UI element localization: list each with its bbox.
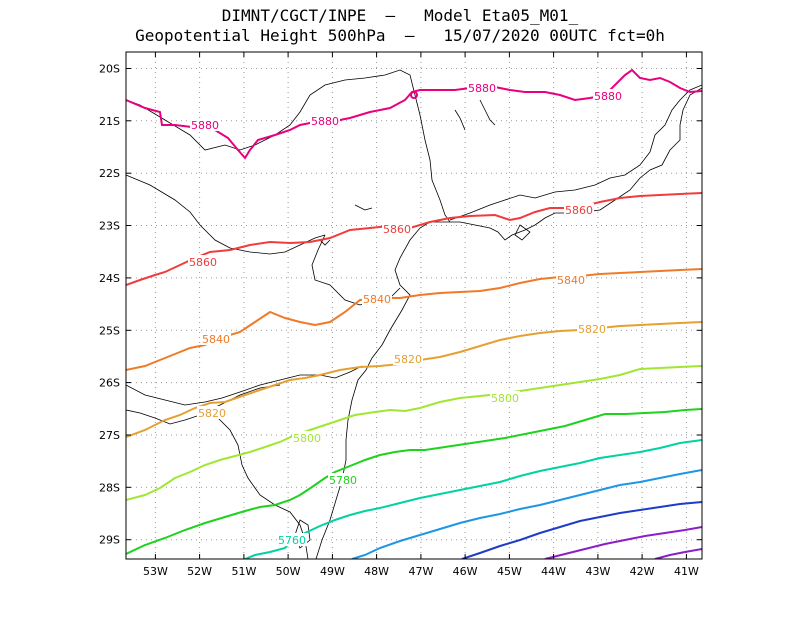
label-5840-b: 5840 [363, 293, 391, 306]
label-5780-a: 5780 [329, 474, 357, 487]
lat-label: 25S [99, 324, 120, 337]
coastline [315, 87, 702, 559]
lon-label: 48W [364, 565, 389, 578]
label-5820-a: 5820 [198, 407, 226, 420]
border-pr-sc [126, 365, 363, 406]
latitude-labels: 20S 21S 22S 23S 24S 25S 26S 27S 28S 29S [99, 63, 120, 547]
axis-ticks [126, 52, 702, 559]
lon-label: 42W [630, 565, 655, 578]
contour-5720 [461, 501, 702, 559]
lat-label: 22S [99, 167, 120, 180]
lat-label: 23S [99, 220, 120, 233]
label-5820-c: 5820 [578, 323, 606, 336]
label-5880-d: 5880 [594, 90, 622, 103]
label-5880-b: 5880 [311, 115, 339, 128]
lat-label: 28S [99, 481, 120, 494]
lat-label: 20S [99, 63, 120, 76]
label-5880-c: 5880 [468, 82, 496, 95]
lon-label: 45W [497, 565, 522, 578]
label-5820-b: 5820 [394, 353, 422, 366]
lon-label: 43W [585, 565, 610, 578]
label-5860-b: 5860 [383, 223, 411, 236]
contour-labels: 5880 5880 5880 5880 5860 5860 5860 5840 [188, 81, 623, 547]
border-sp-ms [126, 174, 326, 255]
map-frame [125, 51, 703, 560]
graticule [126, 52, 702, 559]
lat-label: 29S [99, 534, 120, 547]
lat-label: 26S [99, 377, 120, 390]
longitude-labels: 53W 52W 51W 50W 49W 48W 47W 46W 45W 44W … [143, 565, 699, 578]
label-5800-a: 5800 [293, 432, 321, 445]
lat-label: 24S [99, 272, 120, 285]
label-5760-a: 5760 [278, 534, 306, 547]
label-5860-c: 5860 [565, 204, 593, 217]
border-mg-rj [449, 151, 651, 221]
border-mg-es [649, 84, 702, 153]
political-boundaries [126, 69, 702, 559]
lon-label: 52W [187, 565, 212, 578]
contour-5800 [126, 365, 702, 501]
label-5840-a: 5840 [202, 333, 230, 346]
lon-label: 46W [453, 565, 478, 578]
height-contours [126, 68, 702, 559]
label-5880-a: 5880 [191, 119, 219, 132]
map-plot-area [126, 52, 702, 559]
map-title-line2: Geopotential Height 500hPa – 15/07/2020 … [135, 26, 665, 45]
lon-label: 44W [541, 565, 566, 578]
lon-label: 51W [231, 565, 256, 578]
map-title-line1: DIMNT/CGCT/INPE – Model Eta05_M01_ [221, 6, 579, 25]
contour-5740 [351, 469, 702, 559]
label-5840-c: 5840 [557, 274, 585, 287]
lon-label: 47W [408, 565, 433, 578]
contour-5700 [544, 526, 702, 559]
guanabara-bay [514, 224, 531, 241]
contour-5880 [126, 68, 702, 160]
border-br-ar [126, 409, 309, 559]
contour-5780 [126, 408, 702, 555]
lon-label: 41W [674, 565, 699, 578]
contour-5680 [654, 548, 702, 559]
lon-label: 49W [320, 565, 345, 578]
lon-label: 50W [276, 565, 301, 578]
lon-label: 53W [143, 565, 168, 578]
border-mg-sp [126, 69, 451, 223]
label-5800-b: 5800 [491, 392, 519, 405]
lat-label: 27S [99, 429, 120, 442]
label-5860-a: 5860 [189, 256, 217, 269]
lat-label: 21S [99, 115, 120, 128]
